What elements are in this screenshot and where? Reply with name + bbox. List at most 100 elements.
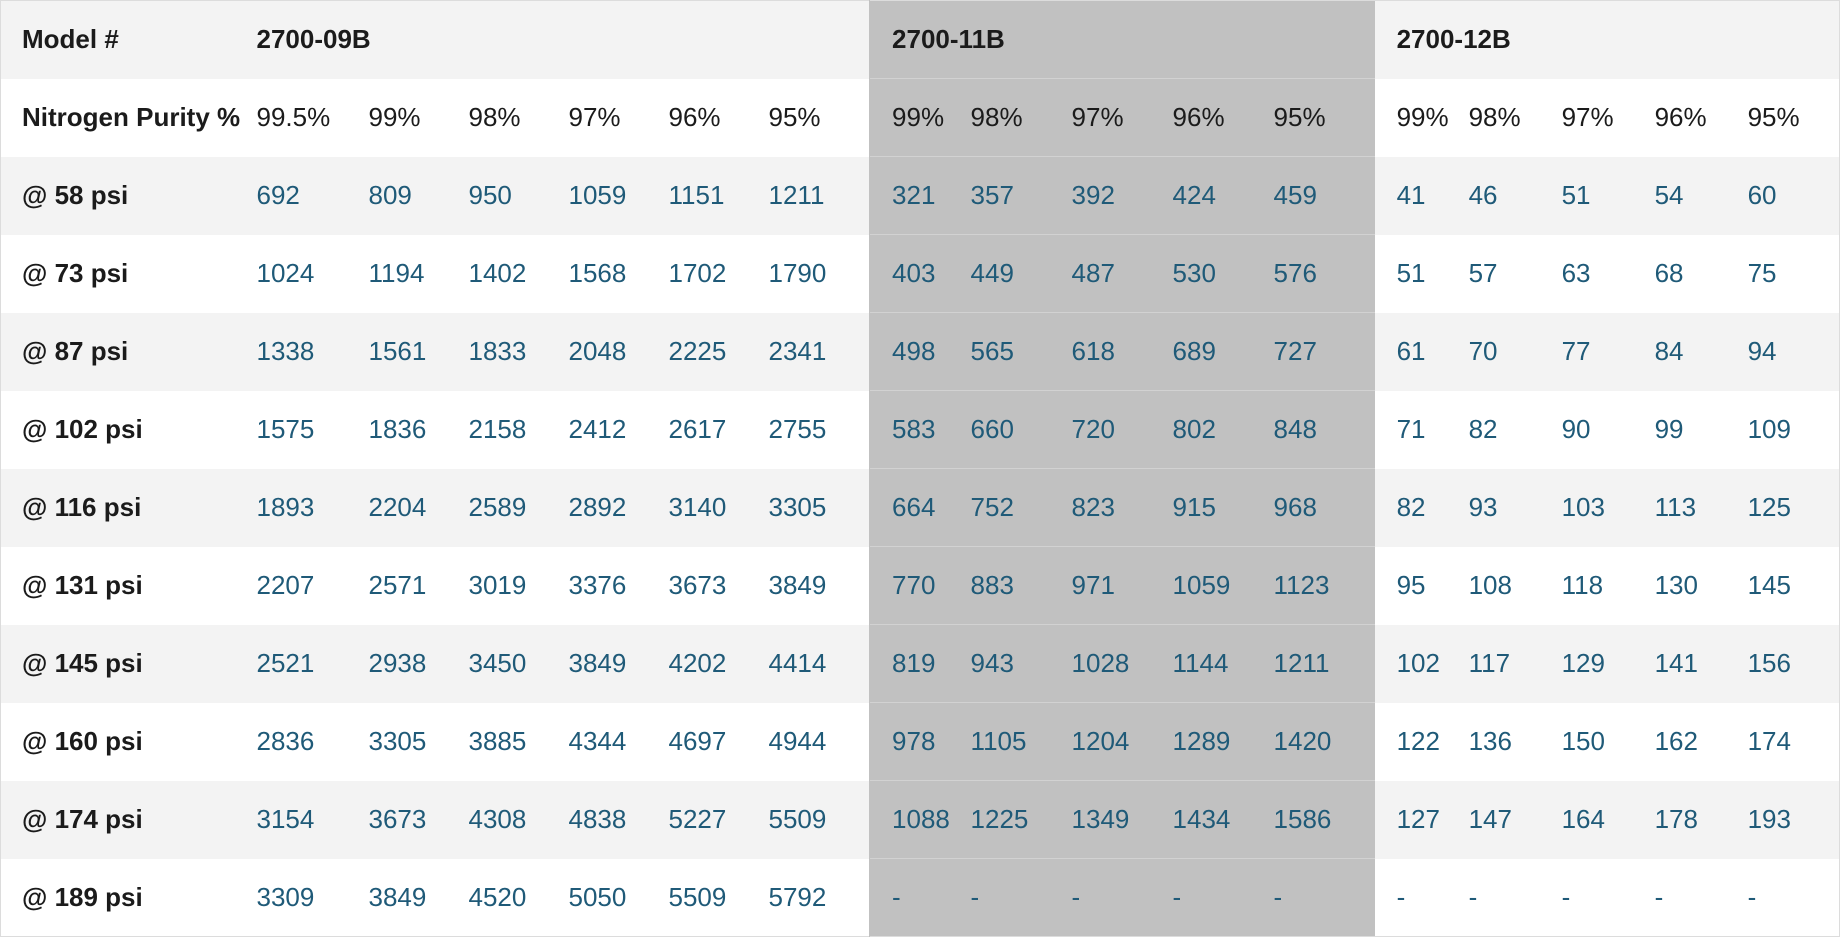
flow-value-cell: - — [1654, 881, 1664, 912]
purity-header-cell: 96% — [1172, 78, 1274, 157]
flow-value-cell: 2225 — [668, 312, 769, 391]
purity-header-cell: 97% — [1071, 78, 1173, 157]
pressure-label: @ 87 psi — [0, 312, 257, 391]
flow-value-cell: 2589 — [468, 468, 569, 547]
purity-header-cell: 97% — [1561, 102, 1614, 132]
purity-header-cell: 99.5% — [256, 102, 331, 132]
flow-value-cell: 720 — [1071, 390, 1173, 469]
flow-value-cell: 576 — [1273, 234, 1375, 313]
flow-value-cell: 1568 — [568, 258, 627, 288]
flow-value-cell: 424 — [1172, 156, 1274, 235]
purity-header-cell: 96% — [1654, 102, 1707, 132]
flow-value-cell: 156 — [1747, 624, 1840, 703]
flow-value-cell: - — [1172, 858, 1274, 937]
flow-value-cell: 60 — [1747, 156, 1840, 235]
flow-value-cell: 77 — [1561, 312, 1655, 391]
flow-value-cell: 108 — [1468, 570, 1512, 600]
flow-value-cell: 102 — [1374, 624, 1469, 703]
flow-value-cell: 2207 — [256, 570, 315, 600]
model-2700-11b-header: 2700-11B — [869, 0, 1375, 79]
flow-value-cell: 1204 — [1071, 702, 1173, 781]
flow-value-cell: 93 — [1468, 468, 1562, 547]
flow-value-cell: 1289 — [1172, 702, 1274, 781]
flow-value-cell: 51 — [1561, 156, 1655, 235]
model-header-row: Model # 2700-09B 2700-11B 2700-12B — [0, 0, 1840, 79]
flow-value-cell: 118 — [1561, 570, 1604, 600]
flow-value-cell: 5050 — [568, 881, 627, 912]
flow-value-cell: 82 — [1374, 468, 1469, 547]
flow-value-cell: 692 — [256, 156, 369, 235]
flow-value-cell: 752 — [970, 468, 1072, 547]
flow-value-cell: 2412 — [568, 414, 627, 444]
flow-value-cell: 1790 — [768, 258, 827, 288]
flow-value-cell: 1434 — [1172, 780, 1274, 859]
flow-value-cell: 82 — [1468, 414, 1498, 444]
flow-value-cell: 99 — [1654, 414, 1684, 444]
flow-value-cell: 1225 — [970, 780, 1072, 859]
flow-value-cell: 71 — [1396, 414, 1426, 444]
flow-value-cell: - — [970, 858, 1072, 937]
flow-value-cell: - — [1071, 858, 1173, 937]
flow-value-cell: 147 — [1468, 780, 1562, 859]
flow-value-cell: 3019 — [468, 570, 527, 600]
table-row: @ 87 psi 1338 1561 1833 2048 2225 2341 498 565 61… — [0, 312, 1840, 391]
flow-value-cell: 4697 — [668, 726, 727, 756]
flow-value-cell: 1420 — [1273, 702, 1375, 781]
flow-value-cell: 1561 — [368, 312, 469, 391]
pressure-label: @ 174 psi — [0, 780, 257, 859]
pressure-label: @ 189 psi — [22, 881, 143, 912]
model-number-label: Model # — [0, 0, 257, 79]
table-row: @ 189 psi 3309 3849 4520 5050 5509 5792- - - - - - -… — [1, 858, 1840, 937]
flow-value-cell: 3849 — [368, 881, 427, 912]
flow-value-cell: 117 — [1468, 624, 1562, 703]
flow-value-cell: 978 — [869, 702, 971, 781]
flow-value-cell: 162 — [1654, 726, 1698, 756]
flow-value-cell: 2048 — [568, 312, 669, 391]
purity-header-cell: 99% — [1396, 102, 1449, 132]
flow-value-cell: 2158 — [468, 414, 527, 444]
flow-value-cell: 3309 — [256, 881, 315, 912]
flow-value-cell: 3673 — [368, 780, 469, 859]
flow-value-cell: 1836 — [368, 414, 427, 444]
flow-value-cell: - — [1273, 858, 1375, 937]
flow-value-cell: 802 — [1172, 390, 1274, 469]
flow-value-cell: 943 — [970, 624, 1072, 703]
pressure-label: @ 160 psi — [22, 726, 143, 756]
flow-value-cell: 141 — [1654, 624, 1748, 703]
flow-value-cell: 94 — [1747, 312, 1840, 391]
purity-header-cell: 99% — [368, 102, 421, 132]
flow-value-cell: 3154 — [256, 780, 369, 859]
flow-value-cell: 2938 — [368, 624, 469, 703]
flow-value-cell: 5509 — [768, 780, 870, 859]
flow-value-cell: 90 — [1561, 414, 1591, 444]
flow-value-cell: 968 — [1273, 468, 1375, 547]
flow-value-cell: 660 — [970, 390, 1072, 469]
flow-value-cell: 1028 — [1071, 624, 1173, 703]
table-row: @ 145 psi 2521 2938 3450 3849 4202 4414 819 943 1… — [0, 624, 1840, 703]
flow-value-cell: 103 — [1561, 468, 1655, 547]
model-2700-09b-header: 2700-09B — [256, 0, 870, 79]
flow-value-cell: 1088 — [869, 780, 971, 859]
flow-value-cell: 41 — [1374, 156, 1469, 235]
flow-value-cell: 2836 — [256, 726, 315, 756]
flow-value-cell: 63 — [1561, 258, 1591, 288]
flow-value-cell: 321 — [869, 156, 971, 235]
flow-value-cell: 459 — [1273, 156, 1375, 235]
flow-value-cell: 164 — [1561, 780, 1655, 859]
flow-value-cell: 2204 — [368, 468, 469, 547]
flow-value-cell: 193 — [1747, 780, 1840, 859]
flow-value-cell: 392 — [1071, 156, 1173, 235]
pressure-label: @ 102 psi — [22, 414, 143, 444]
table-row: @ 102 psi 1575 1836 2158 2412 2617 2755 583 660 7… — [1, 390, 1840, 469]
flow-value-cell: 5509 — [668, 881, 727, 912]
flow-value-cell: 75 — [1747, 258, 1777, 288]
flow-value-cell: 883 — [970, 546, 1072, 625]
flow-value-cell: 915 — [1172, 468, 1274, 547]
flow-value-cell: 487 — [1071, 234, 1173, 313]
flow-value-cell: 1338 — [256, 312, 369, 391]
flow-value-cell: 178 — [1654, 780, 1748, 859]
flow-value-cell: 618 — [1071, 312, 1173, 391]
model-2700-12b-header: 2700-12B — [1374, 0, 1840, 79]
flow-value-cell: 145 — [1747, 570, 1791, 600]
flow-value-cell: 1194 — [368, 258, 425, 288]
